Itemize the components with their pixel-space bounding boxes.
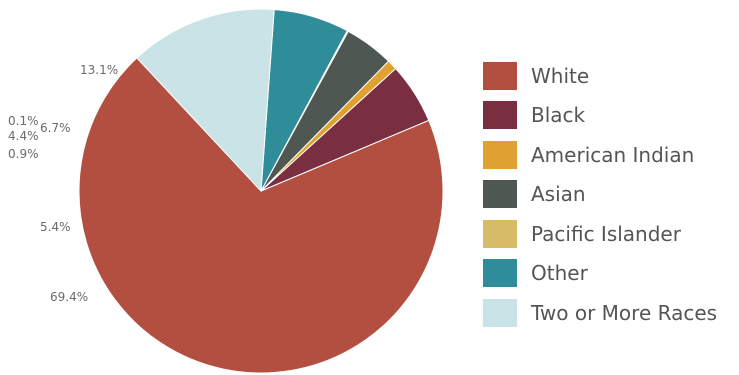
legend-label: Two or More Races [531,300,718,325]
legend-label: Asian [531,182,586,207]
slice-label-black: 5.4% [40,220,71,234]
legend-item-other: Other [483,254,717,294]
pie-slice-white [78,57,444,374]
legend-swatch [483,259,517,288]
pie-slice-labels: 69.4% 5.4% 0.9% 4.4%0.1% 6.7% 13.1% [8,63,118,304]
legend-swatch [483,61,517,90]
legend-item-asian: Asian [483,175,717,215]
legend-swatch [483,219,517,248]
legend-label: Black [531,103,586,128]
pie-slices [78,8,444,374]
slice-label-american-indian: 0.9% [8,147,39,161]
legend-item-two-or-more-races: Two or More Races [483,293,717,333]
legend-label: Pacific Islander [531,221,681,246]
legend-label: American Indian [531,142,695,167]
legend-item-american-indian: American Indian [483,135,717,175]
slice-label-other: 6.7% [40,121,71,135]
slice-label-white: 69.4% [50,290,88,304]
legend-swatch [483,101,517,130]
legend-swatch [483,298,517,327]
pie-slice-two-or-more-races [136,8,275,193]
legend-label: White [531,63,590,88]
chart-legend: White Black American Indian Asian Pacific Is… [483,56,717,333]
legend-swatch [483,180,517,209]
legend-label: Other [531,261,588,286]
slice-label-two-or-more-races: 13.1% [80,63,118,77]
legend-item-pacific-islander: Pacific Islander [483,214,717,254]
legend-item-white: White [483,56,717,96]
slice-label-asian: 4.4% [8,129,39,143]
legend-item-black: Black [483,96,717,136]
legend-swatch [483,140,517,169]
slice-label-pacific-islander: 0.1% [8,114,39,128]
